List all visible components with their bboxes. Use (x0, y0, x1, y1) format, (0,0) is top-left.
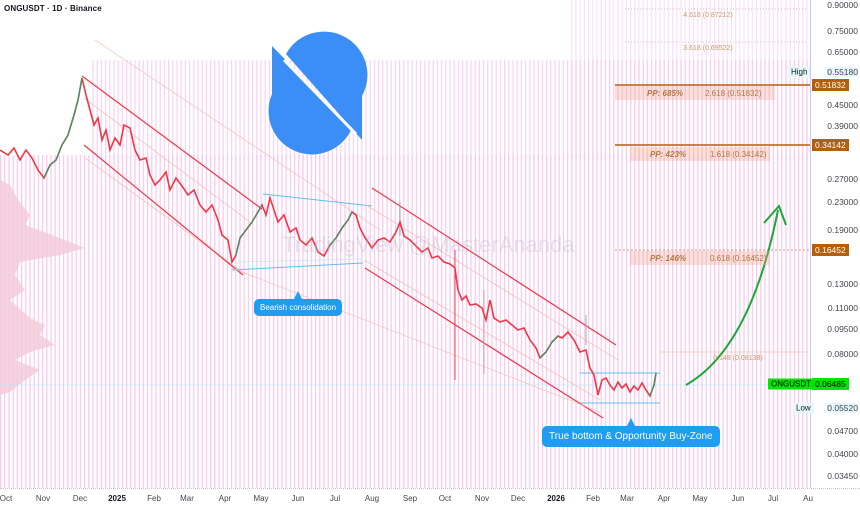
time-label: Nov (474, 494, 490, 503)
potential-profit: PP: 423% (650, 149, 687, 159)
time-label-year: 2026 (547, 494, 565, 503)
fib-level: 1.618 (0.34142) (710, 149, 767, 159)
time-label: Mar (180, 494, 194, 503)
chart-plot-area[interactable]: ONGUSDT · 1D · Binance TradingView @Mast… (0, 0, 810, 488)
price-tick: 0.13000 (827, 279, 858, 289)
watermark: TradingView @MasterAnanda (282, 232, 575, 257)
time-label: Oct (0, 494, 13, 503)
symbol-title: ONGUSDT · 1D · Binance (4, 4, 102, 13)
price-axis[interactable]: 0.90000 0.75000 0.65000 0.55180 0.45000 … (810, 0, 860, 488)
potential-profit: PP: 146% (650, 253, 687, 263)
potential-profit: PP: 685% (647, 88, 684, 98)
target-box-3: PP: 146% 0.618 (0.16452) (630, 251, 770, 265)
volume-profile (0, 180, 85, 395)
price-tick: 0.11000 (827, 303, 858, 313)
bullish-arrow (685, 209, 779, 386)
time-label: May (692, 494, 708, 503)
time-axis[interactable]: Oct Nov Dec 2025 Feb Mar Apr May Jun Jul… (0, 488, 860, 508)
price-tick: 0.90000 (827, 0, 858, 10)
fib-level: 2.618 (0.51832) (705, 88, 762, 98)
time-label: Feb (147, 494, 161, 503)
price-tick: 0.03450 (827, 471, 858, 481)
target-box-2: PP: 423% 1.618 (0.34142) (630, 147, 770, 161)
price-tick: 0.27000 (827, 174, 858, 184)
chart-canvas (0, 0, 810, 488)
time-label: Mar (620, 494, 634, 503)
time-label: Apr (218, 494, 232, 503)
price-tick: 0.23000 (827, 197, 858, 207)
target-badge-3: 0.16452 (812, 244, 849, 256)
time-label: Nov (35, 494, 51, 503)
time-label: Feb (586, 494, 600, 503)
price-tick: 0.08000 (827, 349, 858, 359)
target-badge-1: 0.51832 (812, 79, 849, 91)
price-tick-high: 0.55180 (827, 67, 858, 77)
time-label-year: 2025 (108, 494, 126, 503)
fib-label-4618: 4.618 (0.87212) (683, 12, 733, 19)
time-label: Dec (510, 494, 526, 503)
time-label: Jun (291, 494, 305, 503)
high-label: High (788, 66, 811, 78)
time-label: Au (803, 494, 813, 503)
time-label: Jul (329, 494, 341, 503)
callout-buy-zone[interactable]: True bottom & Opportunity Buy-Zone (542, 418, 720, 447)
price-tick-low: 0.05520 (827, 403, 858, 413)
time-label: Sep (402, 494, 418, 503)
fib-label-3618: 3.618 (0.69522) (683, 45, 733, 52)
time-label: Dec (72, 494, 88, 503)
ont-logo (268, 31, 368, 155)
current-price-badge: 0.06485 (812, 378, 849, 390)
price-tick: 0.09500 (827, 324, 858, 334)
target-box-1: PP: 685% 2.618 (0.51832) (615, 86, 775, 100)
time-label: Jun (731, 494, 745, 503)
price-tick: 0.39000 (827, 121, 858, 131)
price-tick: 0.45000 (827, 100, 858, 110)
time-label: Jul (767, 494, 779, 503)
time-label: Apr (657, 494, 671, 503)
time-label: May (253, 494, 269, 503)
price-tick: 0.65000 (827, 47, 858, 57)
price-tick: 0.75000 (827, 26, 858, 36)
time-label: Oct (438, 494, 452, 503)
price-tick: 0.04000 (827, 449, 858, 459)
current-symbol-label: ONGUSDT (768, 378, 814, 390)
price-tick: 0.19000 (827, 225, 858, 235)
price-tick: 0.04700 (827, 426, 858, 436)
time-label: Aug (364, 494, 380, 503)
callout-bearish-consolidation[interactable]: Bearish consolidation (254, 291, 343, 316)
low-label: Low (793, 402, 814, 414)
fib-level: 0.618 (0.16452) (710, 253, 767, 263)
target-badge-2: 0.34142 (812, 139, 849, 151)
fib-label-0148: 0.148 (0.08138) (713, 355, 763, 362)
